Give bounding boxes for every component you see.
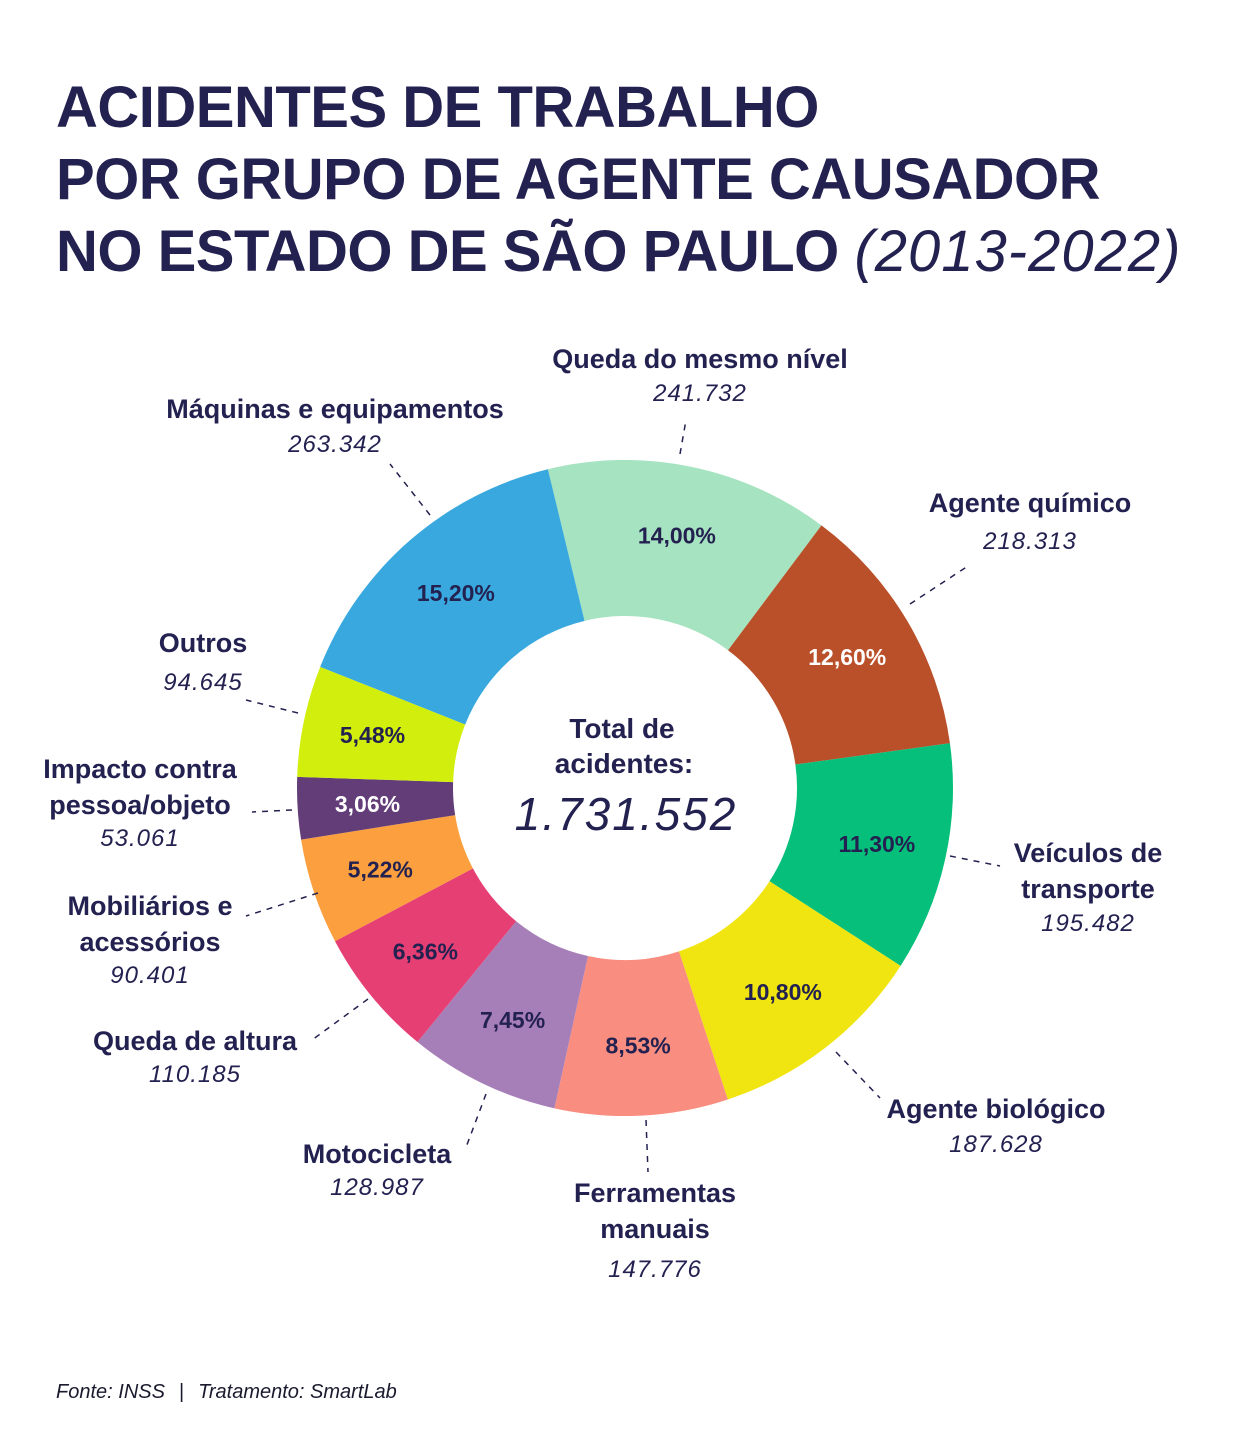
percent-label-mobiliarios-e-acessorios: 5,22% xyxy=(348,857,413,883)
slice-motocicleta xyxy=(417,921,588,1109)
percent-label-agente-quimico: 12,60% xyxy=(808,644,886,670)
category-name-impacto-contra-pessoa-objeto-line-1: Impacto contra xyxy=(43,754,238,784)
category-name-maquinas-e-equipamentos: Máquinas e equipamentos xyxy=(166,394,504,424)
percent-labels: 14,00% 12,60% 11,30% 10,80% 8,53% 7,45% 6,36% 5… xyxy=(335,522,915,1058)
category-name-mobiliarios-e-acessorios-line-1: Mobiliários e xyxy=(67,891,232,921)
slice-agente-quimico xyxy=(728,525,950,765)
percent-label-motocicleta: 7,45% xyxy=(480,1007,545,1033)
slice-queda-de-altura xyxy=(335,868,517,1043)
footer-treatment: Tratamento: SmartLab xyxy=(198,1381,397,1403)
slice-outros xyxy=(297,666,466,783)
category-name-agente-quimico: Agente químico xyxy=(929,488,1132,518)
category-name-impacto-contra-pessoa-objeto-line-2: pessoa/objeto xyxy=(49,790,231,820)
leader-line-veiculos-de-transporte xyxy=(949,855,1001,867)
category-name-queda-de-altura: Queda de altura xyxy=(93,1026,298,1056)
percent-label-impacto-contra-pessoa-objeto: 3,06% xyxy=(335,791,400,817)
category-value-outros: 94.645 xyxy=(163,669,242,696)
category-name-outros: Outros xyxy=(159,628,248,658)
category-value-mobiliarios-e-acessorios: 90.401 xyxy=(110,962,189,989)
slice-queda-do-mesmo-nivel xyxy=(547,460,822,651)
slice-ferramentas-manuais xyxy=(554,951,728,1116)
donut-slices xyxy=(297,460,953,1116)
percent-label-queda-de-altura: 6,36% xyxy=(393,938,458,964)
category-value-agente-quimico: 218.313 xyxy=(982,528,1077,555)
leader-line-agente-quimico xyxy=(909,565,969,605)
footer-source: Fonte: INSS xyxy=(56,1381,165,1403)
category-name-ferramentas-manuais-line-2: manuais xyxy=(600,1214,710,1244)
percent-label-agente-biologico: 10,80% xyxy=(744,979,822,1005)
category-name-veiculos-de-transporte-line-2: transporte xyxy=(1021,874,1155,904)
slice-maquinas-e-equipamentos xyxy=(320,469,585,725)
category-name-queda-do-mesmo-nivel: Queda do mesmo nível xyxy=(552,344,848,374)
title-line-3-text: NO ESTADO DE SÃO PAULO xyxy=(56,219,839,284)
center-label-line-2: acidentes: xyxy=(555,748,694,779)
leader-line-maquinas-e-equipamentos xyxy=(389,463,431,516)
slice-mobiliarios-e-acessorios xyxy=(301,815,473,942)
title-line-3: NO ESTADO DE SÃO PAULO (2013-2022) xyxy=(56,216,1181,288)
center-total-value: 1.731.552 xyxy=(515,788,738,840)
category-labels: Queda do mesmo nível 241.732 Agente químic… xyxy=(43,344,1162,1283)
leader-line-outros xyxy=(245,699,299,714)
category-value-queda-de-altura: 110.185 xyxy=(149,1061,241,1088)
slice-veiculos-de-transporte xyxy=(769,743,953,966)
category-name-ferramentas-manuais-line-1: Ferramentas xyxy=(574,1178,736,1208)
percent-label-outros: 5,48% xyxy=(340,722,405,748)
title-line-2: POR GRUPO DE AGENTE CAUSADOR xyxy=(56,147,1101,212)
leader-line-queda-do-mesmo-nivel xyxy=(679,419,687,455)
percent-label-maquinas-e-equipamentos: 15,20% xyxy=(417,580,495,606)
chart-title: ACIDENTES DE TRABALHO POR GRUPO DE AGENT… xyxy=(56,72,1181,288)
percent-label-ferramentas-manuais: 8,53% xyxy=(606,1033,671,1059)
category-value-impacto-contra-pessoa-objeto: 53.061 xyxy=(100,825,179,852)
title-line-1: ACIDENTES DE TRABALHO xyxy=(56,75,819,140)
category-value-ferramentas-manuais: 147.776 xyxy=(608,1256,702,1283)
percent-label-queda-do-mesmo-nivel: 14,00% xyxy=(638,522,716,548)
leader-line-agente-biologico xyxy=(835,1051,881,1099)
category-name-veiculos-de-transporte-line-1: Veículos de xyxy=(1014,838,1163,868)
leader-lines xyxy=(245,419,1001,1173)
leader-line-mobiliarios-e-acessorios xyxy=(245,892,319,917)
category-value-veiculos-de-transporte: 195.482 xyxy=(1041,910,1135,937)
footer-separator: | xyxy=(178,1381,185,1403)
category-value-maquinas-e-equipamentos: 263.342 xyxy=(287,431,382,458)
title-years: (2013-2022) xyxy=(854,219,1182,284)
leader-line-ferramentas-manuais xyxy=(645,1119,649,1173)
donut-center: Total de acidentes: 1.731.552 xyxy=(515,713,738,840)
category-name-mobiliarios-e-acessorios-line-2: acessórios xyxy=(79,927,220,957)
category-name-motocicleta: Motocicleta xyxy=(303,1139,453,1169)
percent-label-veiculos-de-transporte: 11,30% xyxy=(839,831,916,857)
category-value-queda-do-mesmo-nivel: 241.732 xyxy=(652,380,747,407)
leader-line-queda-de-altura xyxy=(311,998,369,1041)
leader-line-motocicleta xyxy=(464,1093,487,1151)
category-value-agente-biologico: 187.628 xyxy=(949,1131,1043,1158)
category-name-agente-biologico: Agente biológico xyxy=(887,1094,1106,1124)
footer: Fonte: INSS | Tratamento: SmartLab xyxy=(56,1381,397,1404)
center-label-line-1: Total de xyxy=(569,713,674,744)
category-value-motocicleta: 128.987 xyxy=(330,1174,424,1201)
slice-agente-biologico xyxy=(678,881,901,1100)
leader-line-impacto-contra-pessoa-objeto xyxy=(251,809,293,813)
slice-impacto-contra-pessoa-objeto xyxy=(297,776,456,840)
